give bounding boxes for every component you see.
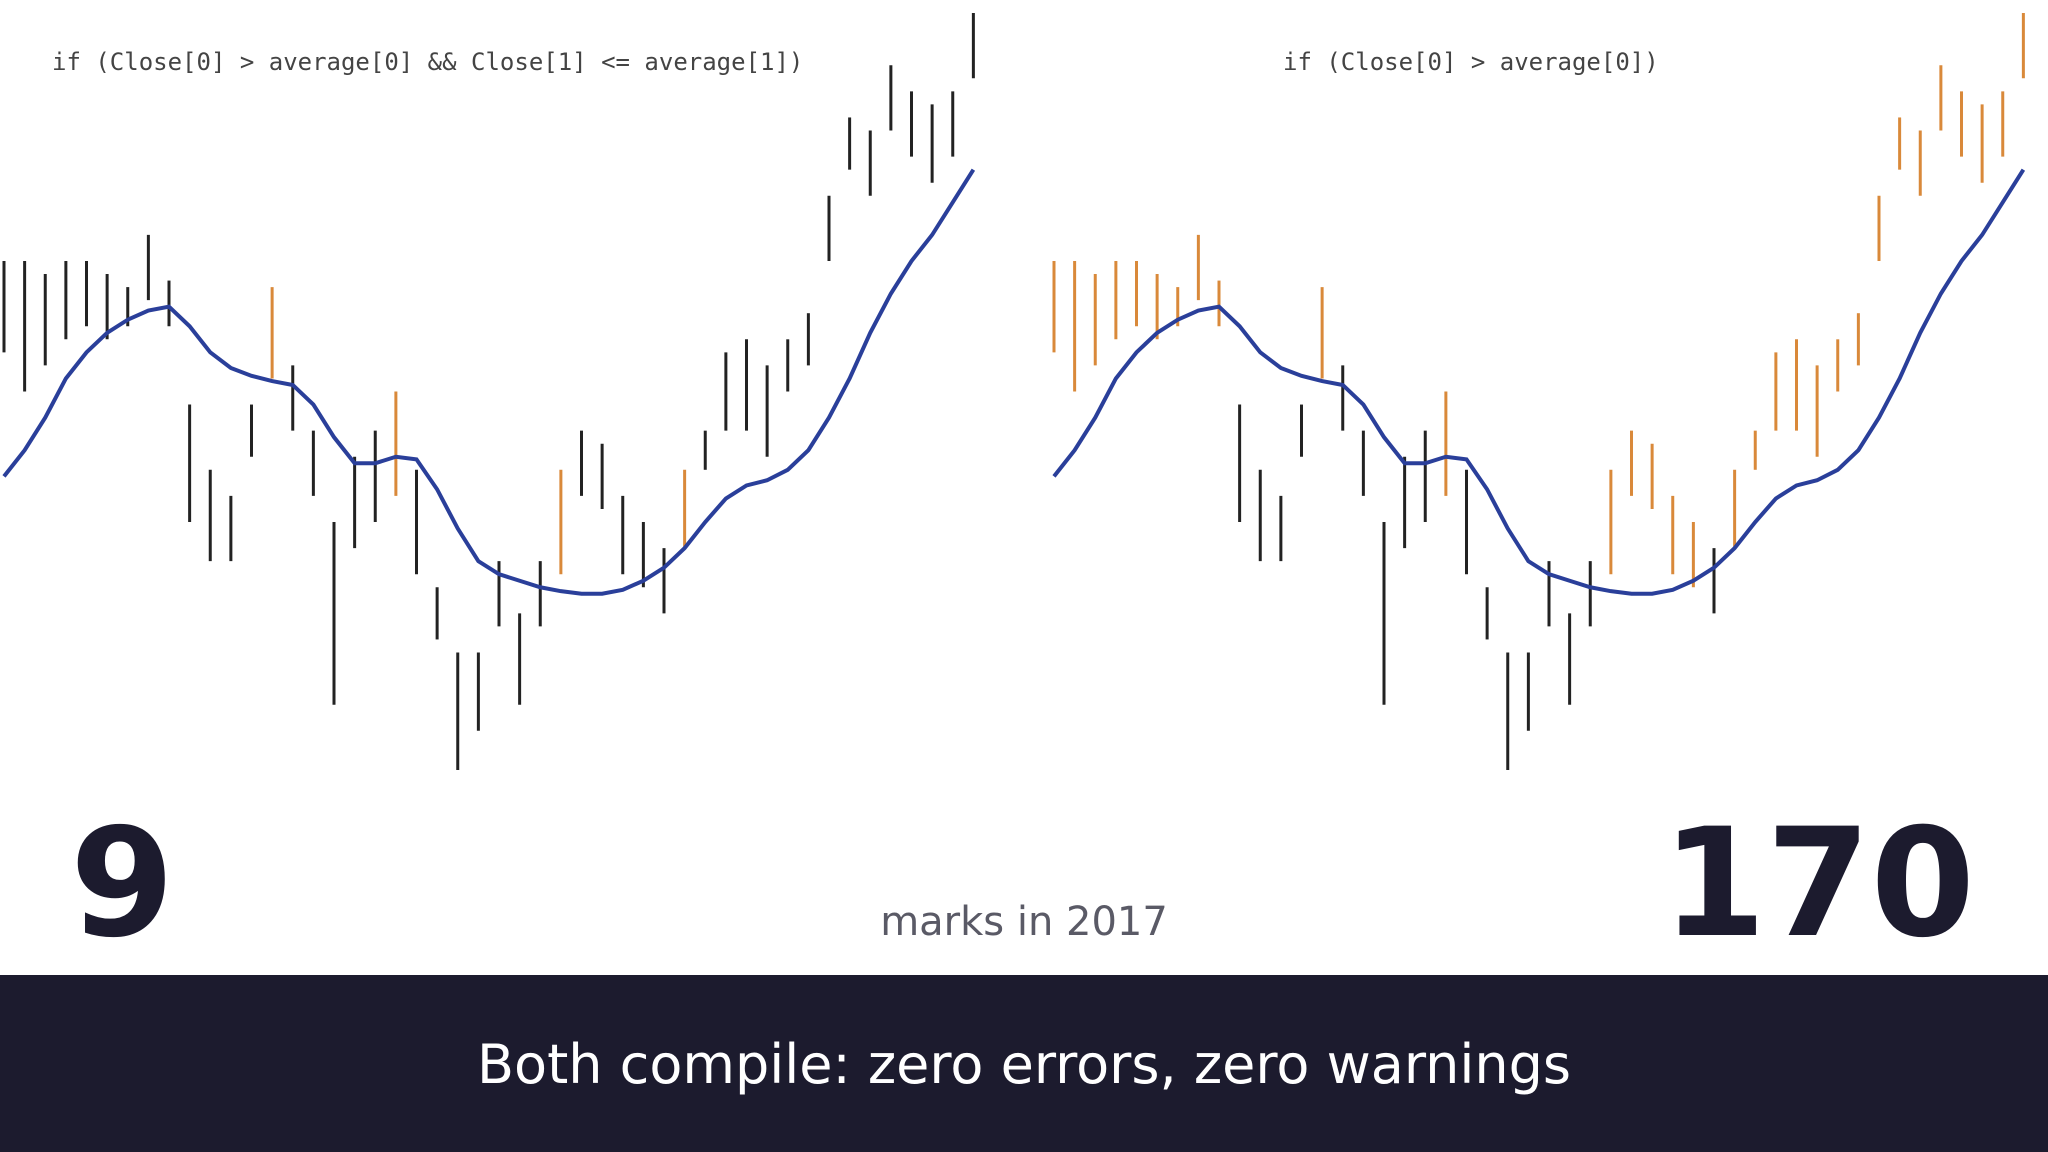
count-right: 170 (1662, 797, 1975, 971)
average-line (2, 168, 976, 596)
banner (0, 975, 2048, 1152)
count-left: 9 (70, 797, 174, 971)
average-line (1052, 168, 2026, 596)
banner-text: Both compile: zero errors, zero warnings (477, 1033, 1571, 1096)
code-left: if (Close[0] > average[0] && Close[1] <=… (52, 48, 803, 76)
code-right: if (Close[0] > average[0]) (1283, 48, 1659, 76)
caption: marks in 2017 (880, 899, 1168, 945)
